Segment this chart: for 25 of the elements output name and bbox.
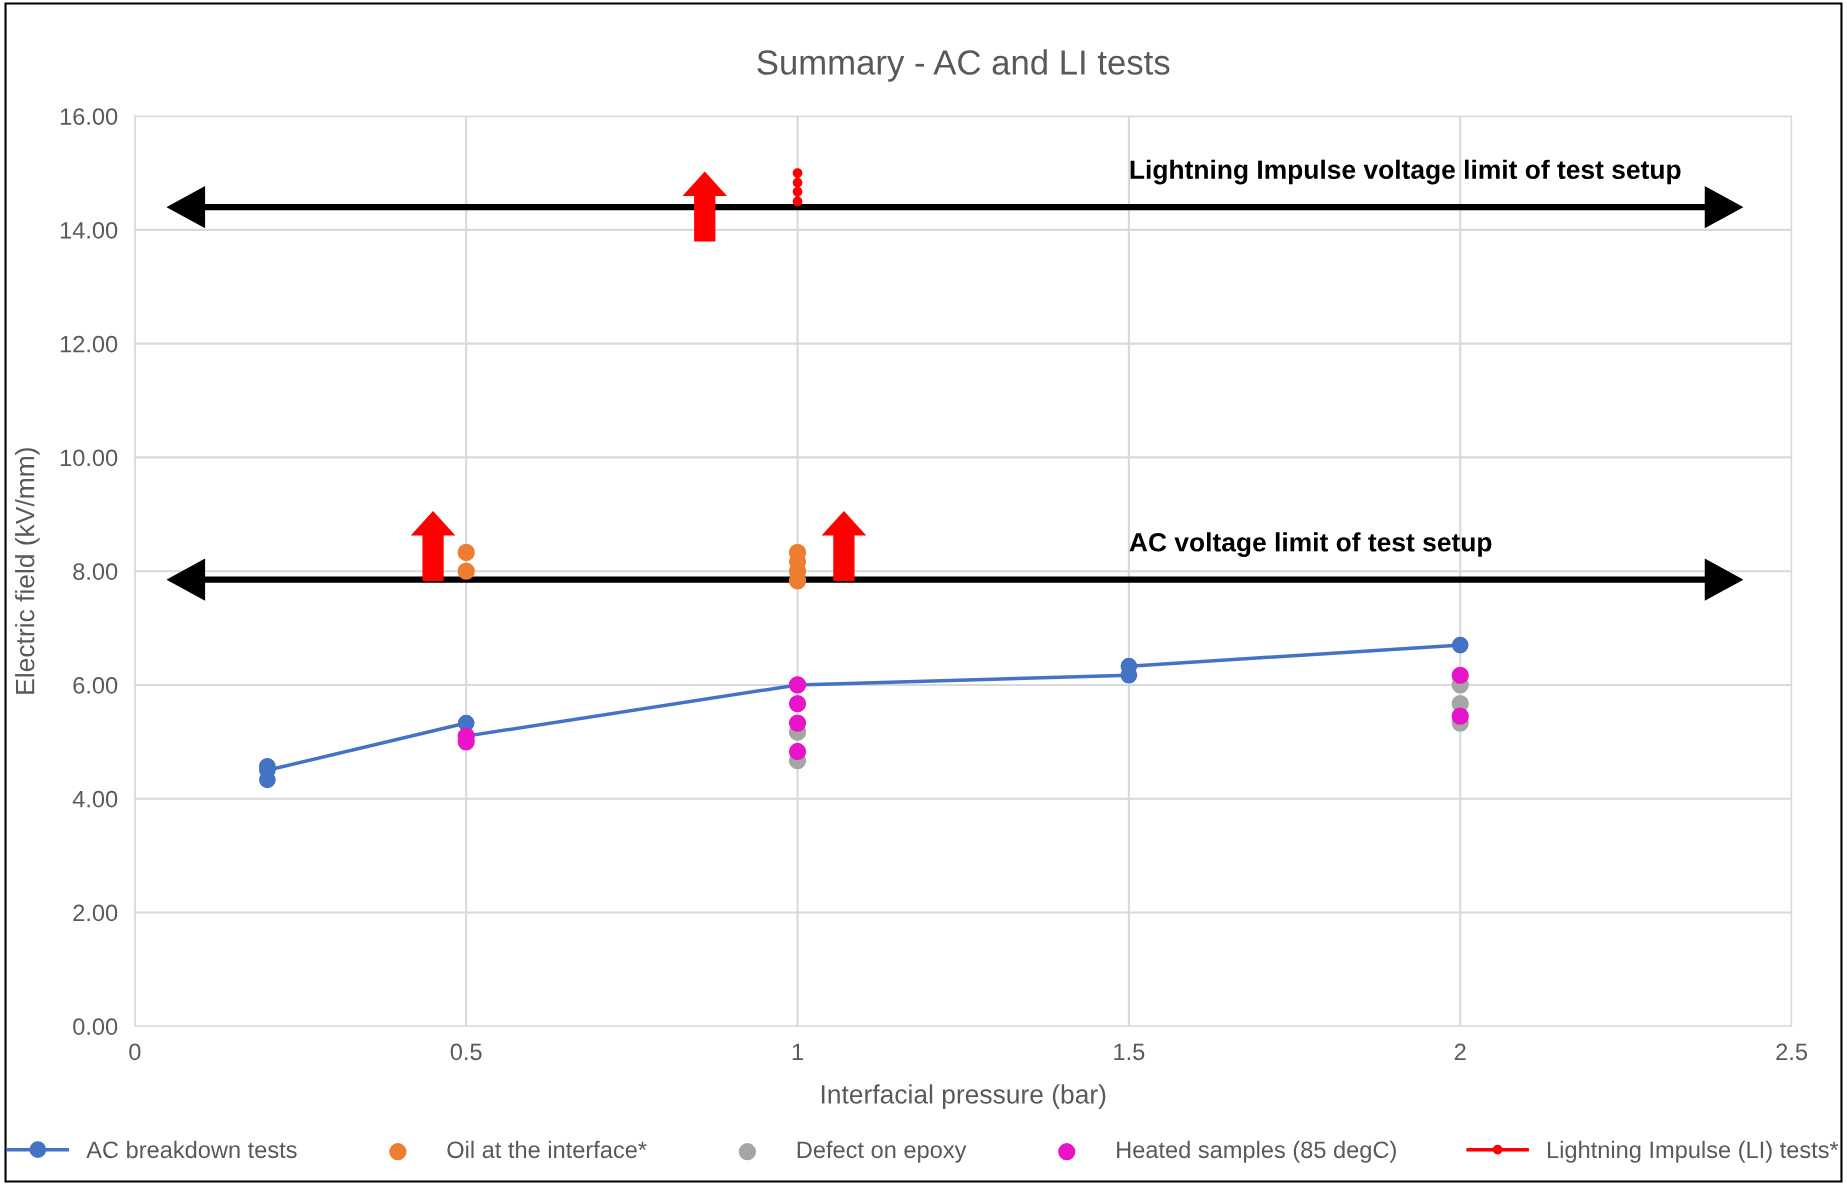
x-tick-label: 1 — [792, 1043, 803, 1060]
x-tick-label: 2.5 — [1776, 1043, 1808, 1061]
x-tick-label: 2 — [1454, 1043, 1466, 1060]
y-tick-label: 6.00 — [73, 677, 118, 694]
y-tick-label: 14.00 — [60, 221, 118, 239]
y-tick-label: 12.00 — [60, 335, 118, 353]
y-tick-label: 2.00 — [73, 904, 118, 922]
y-tick-label: 10.00 — [60, 449, 118, 467]
chart-title: Summary - AC and LI tests — [757, 49, 1170, 82]
y-tick-label: 4.00 — [72, 790, 118, 808]
y-tick-label: 0.00 — [73, 1018, 118, 1035]
y-axis-title: Electric field (kV/mm) — [15, 448, 40, 694]
legend-label: Heated samples (85 degC) — [1117, 1140, 1396, 1163]
legend-label: AC breakdown tests — [86, 1140, 297, 1159]
x-tick-label: 0.5 — [450, 1043, 482, 1061]
legend-label: Oil at the interface* — [447, 1140, 647, 1159]
ref-line-label: Lightning Impulse voltage limit of test setup — [1130, 159, 1681, 185]
y-tick-label: 8.00 — [73, 563, 118, 580]
legend-label: Defect on epoxy — [797, 1140, 967, 1163]
x-axis-title: Interfacial pressure (bar) — [821, 1084, 1106, 1109]
y-tick-label: 16.00 — [60, 108, 118, 125]
x-tick-label: 0 — [129, 1043, 141, 1061]
x-tick-label: 1.5 — [1114, 1043, 1145, 1061]
legend-label: Lightning Impulse (LI) tests* — [1547, 1140, 1839, 1163]
ref-line-label: AC voltage limit of test setup — [1129, 532, 1492, 557]
